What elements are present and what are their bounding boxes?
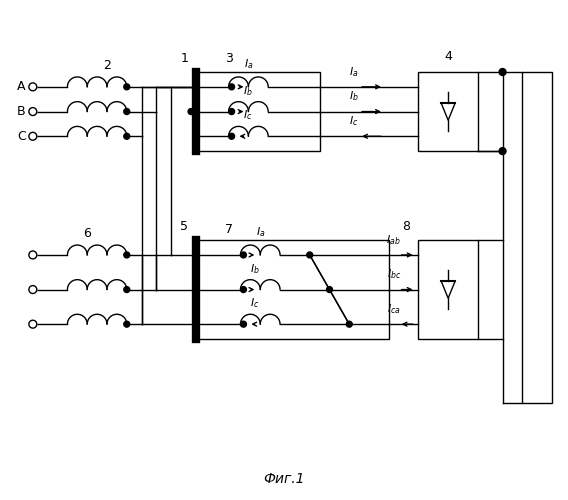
Circle shape [124, 134, 130, 139]
Circle shape [29, 251, 37, 259]
Circle shape [346, 321, 352, 327]
Text: Фиг.1: Фиг.1 [263, 472, 305, 486]
Text: $I_a$: $I_a$ [349, 65, 359, 79]
Text: C: C [17, 130, 26, 143]
Bar [419, 72, 478, 151]
Bar [193, 240, 389, 339]
Text: $I_b$: $I_b$ [250, 262, 260, 276]
Text: 1: 1 [180, 52, 188, 65]
Bar [419, 240, 478, 339]
Circle shape [29, 108, 37, 116]
Circle shape [307, 252, 312, 258]
Circle shape [124, 286, 130, 292]
Text: B: B [17, 105, 26, 118]
Circle shape [229, 84, 235, 90]
Circle shape [229, 134, 235, 139]
Circle shape [124, 252, 130, 258]
Text: 7: 7 [224, 223, 233, 236]
Text: 2: 2 [103, 59, 111, 72]
Circle shape [124, 84, 130, 90]
Circle shape [29, 320, 37, 328]
Text: 5: 5 [180, 220, 188, 233]
Text: $I_b$: $I_b$ [349, 90, 359, 104]
Text: $I_a$: $I_a$ [256, 225, 265, 239]
Text: 3: 3 [225, 52, 232, 65]
Circle shape [193, 286, 199, 292]
Circle shape [499, 148, 506, 154]
Circle shape [124, 321, 130, 327]
Text: $I_c$: $I_c$ [244, 108, 253, 122]
Bar [523, 72, 552, 404]
Text: $I_b$: $I_b$ [244, 84, 253, 98]
Bar [193, 72, 320, 151]
Circle shape [499, 68, 506, 75]
Circle shape [240, 286, 247, 292]
Circle shape [327, 286, 332, 292]
Text: 8: 8 [403, 220, 411, 233]
Text: $I_a$: $I_a$ [244, 57, 253, 71]
Text: A: A [17, 80, 26, 94]
Text: $I_{ab}$: $I_{ab}$ [386, 233, 401, 247]
Circle shape [29, 132, 37, 140]
Text: 6: 6 [83, 227, 91, 240]
Circle shape [29, 83, 37, 91]
Circle shape [240, 252, 247, 258]
Circle shape [124, 108, 130, 114]
Circle shape [240, 321, 247, 327]
Text: $I_{bc}$: $I_{bc}$ [387, 268, 401, 281]
Circle shape [229, 108, 235, 114]
Text: $I_c$: $I_c$ [349, 114, 359, 128]
Text: $I_{ca}$: $I_{ca}$ [387, 302, 400, 316]
Circle shape [188, 108, 194, 114]
Text: $I_c$: $I_c$ [250, 296, 260, 310]
Text: 4: 4 [444, 50, 452, 63]
Circle shape [29, 286, 37, 294]
